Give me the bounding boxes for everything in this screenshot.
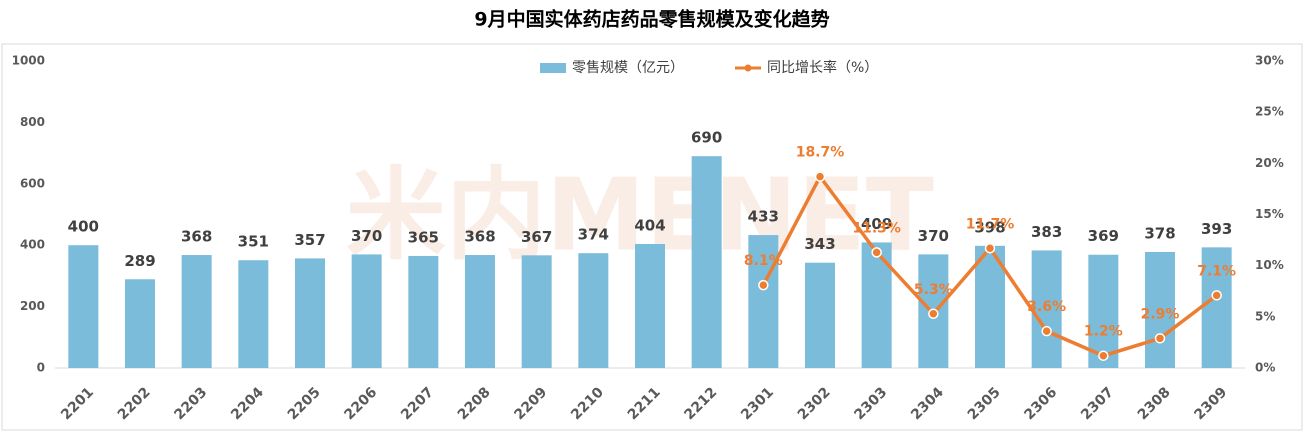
bar: [635, 243, 665, 368]
chart-frame: [1, 43, 1303, 431]
legend-swatch: [540, 63, 566, 73]
x-tick-label: 2201: [58, 384, 97, 423]
x-tick-label: 2204: [228, 384, 267, 423]
bar-value-label: 370: [351, 227, 382, 245]
x-tick-label: 2211: [625, 384, 664, 423]
line-marker: [1211, 290, 1222, 301]
bar-value-label: 398: [974, 218, 1005, 236]
x-tick-label: 2203: [171, 384, 210, 423]
y-tick-label: 200: [20, 299, 45, 313]
x-tick-label: 2205: [285, 384, 324, 423]
bar-value-label: 393: [1201, 220, 1232, 238]
bar-value-label: 400: [68, 218, 99, 236]
bar-value-label: 367: [521, 228, 552, 246]
x-tick-label: 2202: [115, 384, 154, 423]
bar: [68, 245, 99, 368]
x-tick-label: 2308: [1135, 384, 1174, 423]
bar-value-label: 433: [748, 208, 779, 226]
x-tick-label: 2207: [398, 384, 437, 423]
line-value-label: 1.2%: [1084, 324, 1123, 340]
x-tick-label: 2309: [1191, 384, 1230, 423]
bar-value-label: 374: [578, 226, 609, 244]
line-marker: [1098, 350, 1109, 361]
bar-value-label: 351: [238, 233, 269, 251]
bar: [1031, 250, 1062, 368]
bar-value-label: 368: [181, 228, 212, 246]
y2-tick-label: 25%: [1255, 105, 1284, 119]
y2-tick-label: 20%: [1255, 156, 1284, 170]
line-value-label: 11.7%: [966, 216, 1015, 232]
bar: [1088, 254, 1119, 368]
line-marker: [814, 171, 826, 182]
line-marker: [984, 243, 996, 254]
legend-label: 零售规模（亿元）: [572, 60, 684, 76]
bar-value-label: 289: [124, 252, 155, 270]
y2-tick-label: 15%: [1255, 207, 1284, 221]
bar-value-label: 690: [691, 129, 722, 147]
bar-value-label: 409: [861, 215, 892, 233]
line-marker: [1041, 325, 1052, 337]
line-value-label: 8.1%: [744, 253, 783, 269]
line-value-label: 2.9%: [1141, 306, 1180, 322]
bar: [125, 279, 155, 368]
x-tick-label: 2210: [568, 384, 607, 423]
bar: [238, 260, 269, 368]
bar-value-label: 369: [1088, 227, 1119, 245]
bar-value-label: 383: [1031, 223, 1062, 241]
line-marker: [928, 308, 939, 320]
y-tick-label: 800: [20, 115, 45, 129]
chart-title: 9月中国实体药店药品零售规模及变化趋势: [474, 8, 829, 31]
y-tick-label: 1000: [12, 54, 45, 68]
bar-value-label: 378: [1144, 224, 1175, 242]
bar: [1201, 247, 1232, 368]
x-tick-label: 2209: [511, 384, 550, 423]
bar: [465, 255, 495, 368]
x-tick-label: 2307: [1078, 384, 1117, 423]
legend-label: 同比增长率（%）: [767, 59, 878, 76]
x-tick-label: 2302: [795, 384, 834, 423]
line-value-label: 11.3%: [852, 220, 901, 236]
bar: [408, 255, 439, 368]
bar: [521, 255, 552, 368]
y2-tick-label: 0%: [1255, 361, 1275, 375]
line-value-label: 18.7%: [796, 145, 845, 161]
x-tick-label: 2305: [965, 384, 1004, 423]
line-marker: [1154, 333, 1166, 344]
bar: [748, 235, 779, 368]
bar-value-label: 365: [408, 228, 439, 246]
line-marker: [871, 247, 882, 258]
bar-value-label: 368: [464, 228, 495, 246]
y2-tick-label: 30%: [1255, 54, 1284, 68]
x-tick-label: 2301: [738, 384, 777, 423]
x-tick-label: 2206: [341, 384, 380, 423]
line-value-label: 7.1%: [1197, 263, 1236, 279]
bar-value-label: 404: [634, 216, 665, 234]
x-tick-label: 2306: [1021, 384, 1060, 423]
y-tick-label: 600: [20, 176, 45, 190]
line-marker: [758, 279, 769, 291]
x-tick-label: 2208: [455, 384, 494, 423]
bar: [351, 254, 382, 368]
bar: [975, 245, 1005, 368]
bar: [295, 258, 325, 368]
y-tick-label: 400: [20, 238, 45, 252]
bar: [805, 262, 835, 368]
x-tick-label: 2303: [851, 384, 890, 423]
y-tick-label: 0: [37, 361, 45, 375]
x-tick-label: 2212: [681, 384, 720, 423]
bar: [1145, 251, 1175, 368]
bar: [691, 156, 722, 368]
bar-value-label: 370: [918, 227, 949, 245]
bar: [578, 253, 609, 368]
line-value-label: 3.6%: [1027, 299, 1066, 315]
legend-swatch: [744, 64, 752, 72]
bar: [181, 255, 212, 368]
bar-value-label: 357: [294, 231, 325, 249]
bar-value-label: 343: [804, 235, 835, 253]
line-value-label: 5.3%: [914, 282, 953, 298]
y2-tick-label: 10%: [1255, 258, 1284, 272]
x-tick-label: 2304: [908, 384, 947, 423]
y2-tick-label: 5%: [1255, 309, 1275, 323]
